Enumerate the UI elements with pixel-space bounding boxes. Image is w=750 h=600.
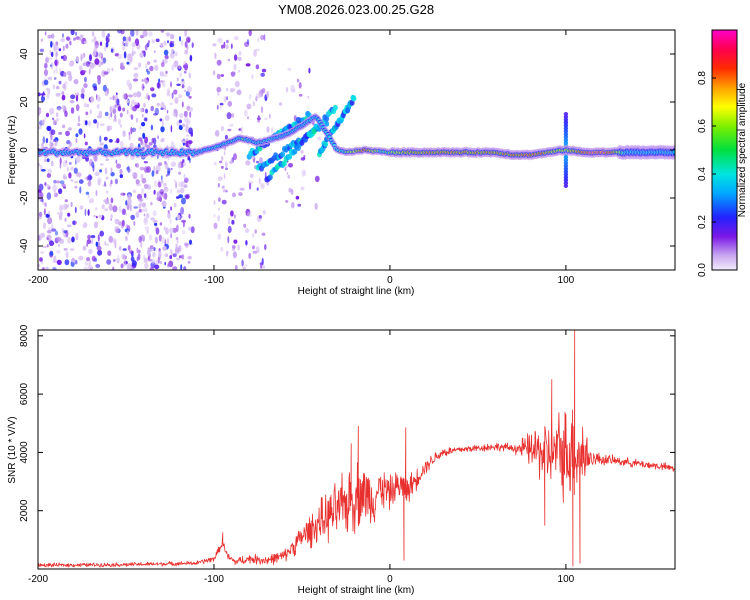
snr-series-line [38, 330, 675, 568]
x-tick-label: 100 [558, 275, 575, 286]
y-tick-label: -20 [19, 190, 30, 205]
snr-ticks: -200 -100 0 100 2000 4000 6000 8000 [19, 324, 675, 585]
y-tick-label: 4000 [19, 441, 30, 464]
y-tick-label: 20 [19, 96, 30, 108]
colorbar-gradient [711, 29, 738, 271]
colorbar-ticks: 0.0 0.2 0.4 0.6 0.8 [697, 71, 716, 277]
x-tick-label: -100 [204, 574, 224, 585]
colorbar-tick-label: 0.8 [697, 71, 708, 85]
spectrogram-xlabel: Height of straight line (km) [298, 286, 415, 297]
colorbar: 0.0 0.2 0.4 0.6 0.8 Normalized spectral ampl… [697, 29, 748, 277]
colorbar-label: Normalized spectral amplitude [737, 82, 748, 217]
x-tick-label: 100 [558, 574, 575, 585]
y-tick-label: 40 [19, 48, 30, 60]
y-tick-label: -40 [19, 238, 30, 253]
x-tick-label: -200 [28, 275, 48, 286]
x-tick-label: 0 [387, 574, 393, 585]
spectrogram-image [38, 30, 675, 270]
colorbar-tick-label: 0.2 [697, 215, 708, 229]
snr-xlabel: Height of straight line (km) [298, 585, 415, 596]
snr-frame [37, 329, 676, 570]
x-tick-label: -100 [204, 275, 224, 286]
y-tick-label: 0 [19, 147, 30, 153]
colorbar-tick-label: 0.4 [697, 167, 708, 181]
figure-title: YM08.2026.023.00.25.G28 [278, 2, 434, 17]
x-tick-label: 0 [387, 275, 393, 286]
snr-ylabel: SNR (10 * V/V) [7, 416, 18, 483]
y-tick-label: 2000 [19, 499, 30, 522]
snr-panel: -200 -100 0 100 2000 4000 6000 8000 Height of s… [7, 324, 676, 596]
spectrogram-ylabel: Frequency (Hz) [7, 116, 18, 185]
y-tick-label: 8000 [19, 324, 30, 347]
colorbar-tick-label: 0.0 [697, 263, 708, 277]
x-tick-label: -200 [28, 574, 48, 585]
colorbar-tick-label: 0.6 [697, 119, 708, 133]
y-tick-label: 6000 [19, 383, 30, 406]
